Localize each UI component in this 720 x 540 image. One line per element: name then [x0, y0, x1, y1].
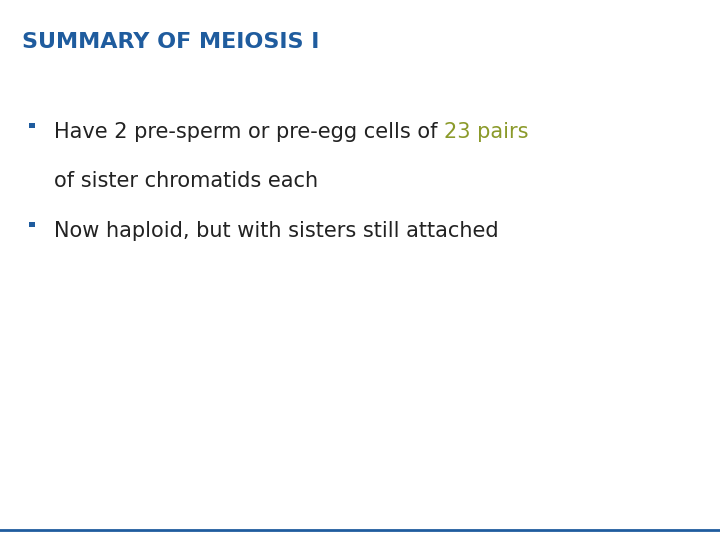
Text: 23 pairs: 23 pairs — [444, 122, 528, 141]
Text: of sister chromatids each: of sister chromatids each — [54, 171, 318, 191]
Text: SUMMARY OF MEIOSIS I: SUMMARY OF MEIOSIS I — [22, 32, 319, 52]
Text: Now haploid, but with sisters still attached: Now haploid, but with sisters still atta… — [54, 221, 499, 241]
Text: Have 2 pre-sperm or pre-egg cells of: Have 2 pre-sperm or pre-egg cells of — [54, 122, 444, 141]
Bar — [29, 222, 35, 227]
Bar — [29, 123, 35, 128]
